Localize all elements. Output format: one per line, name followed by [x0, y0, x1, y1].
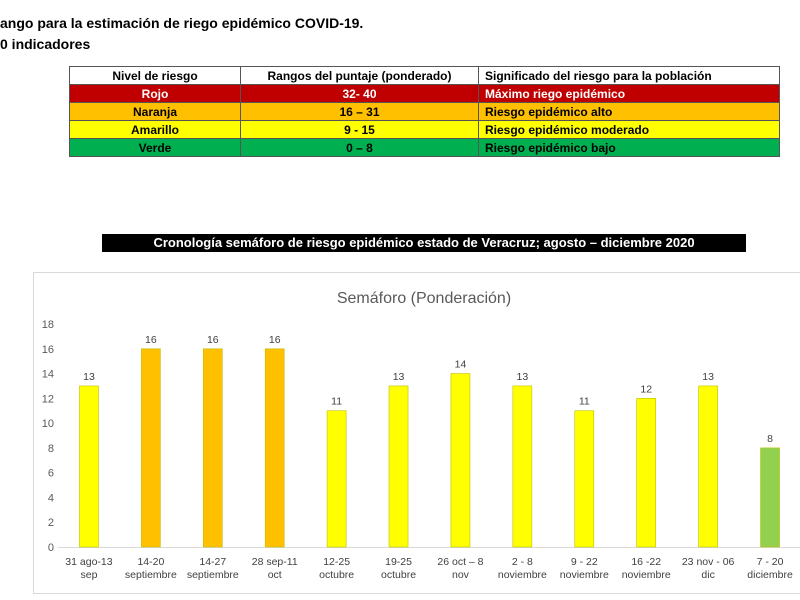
- y-tick-label: 16: [42, 344, 54, 356]
- data-label: 11: [579, 396, 590, 408]
- chart-bar: [636, 398, 657, 548]
- data-label: 12: [640, 383, 652, 395]
- legend-level-cell: Rojo: [69, 84, 241, 103]
- chart-area: Semáforo (Ponderación) 0 2 4 6 8 10 12 14 16 18 13 3…: [33, 272, 800, 594]
- x-tick-label: 26 oct – 8: [437, 556, 483, 568]
- legend-header-row: Nivel de riesgo Rangos del puntaje (pond…: [69, 66, 780, 85]
- x-tick-label: 12-25: [323, 556, 350, 568]
- x-tick-label: octubre: [319, 569, 354, 581]
- chart-bar: [698, 385, 718, 548]
- risk-legend-table: Nivel de riesgo Rangos del puntaje (pond…: [69, 66, 780, 157]
- y-tick-label: 4: [48, 492, 54, 504]
- x-tick-label: 9 - 22: [571, 556, 598, 568]
- data-label: 16: [269, 334, 281, 346]
- legend-level-cell: Amarillo: [69, 120, 241, 139]
- chart-bar: [141, 348, 161, 548]
- legend-row: Naranja 16 – 31 Riesgo epidémico alto: [69, 102, 780, 121]
- data-label: 14: [455, 359, 467, 371]
- y-tick-label: 0: [48, 542, 54, 554]
- x-tick-label: noviembre: [560, 569, 609, 581]
- data-label: 13: [83, 371, 95, 383]
- header-range: Rangos del puntaje (ponderado): [240, 66, 479, 85]
- legend-row: Amarillo 9 - 15 Riesgo epidémico moderado: [69, 120, 780, 139]
- chart-bar: [574, 410, 595, 548]
- bar-chart: Semáforo (Ponderación) 0 2 4 6 8 10 12 14 16 18 13 3…: [42, 290, 800, 581]
- x-tick-label: 23 nov - 06: [682, 556, 735, 568]
- y-tick-label: 12: [42, 393, 54, 405]
- legend-row: Verde 0 – 8 Riesgo epidémico bajo: [69, 138, 780, 157]
- legend-meaning-cell: Riesgo epidémico alto: [478, 102, 780, 121]
- legend-range-cell: 9 - 15: [240, 120, 479, 139]
- data-label: 11: [331, 396, 342, 408]
- chart-bar: [512, 385, 533, 548]
- x-tick-label: 14-20: [137, 556, 164, 568]
- header-meaning: Significado del riesgo para la población: [478, 66, 780, 85]
- chart-bar: [79, 385, 99, 548]
- data-label: 16: [145, 334, 157, 346]
- header-level: Nivel de riesgo: [69, 66, 241, 85]
- y-tick-label: 6: [48, 468, 54, 480]
- data-label: 13: [393, 371, 405, 383]
- data-label: 8: [767, 433, 773, 445]
- x-tick-label: 7 - 20: [757, 556, 784, 568]
- chart-title: Semáforo (Ponderación): [337, 290, 511, 307]
- x-tick-label: dic: [701, 569, 714, 581]
- x-tick-label: 19-25: [385, 556, 412, 568]
- legend-range-cell: 16 – 31: [240, 102, 479, 121]
- y-tick-label: 10: [42, 418, 54, 430]
- data-label: 13: [517, 371, 529, 383]
- chart-bar: [202, 348, 223, 548]
- x-tick-label: 16 -22: [631, 556, 661, 568]
- x-tick-label: noviembre: [622, 569, 671, 581]
- x-tick-label: diciembre: [747, 569, 793, 581]
- legend-level-cell: Naranja: [69, 102, 241, 121]
- y-tick-label: 8: [48, 443, 54, 455]
- x-tick-label: nov: [452, 569, 470, 581]
- y-tick-label: 14: [42, 369, 54, 381]
- x-tick-label: octubre: [381, 569, 416, 581]
- page-subheading: 0 indicadores: [0, 36, 91, 52]
- x-tick-label: 2 - 8: [512, 556, 533, 568]
- x-tick-label: septiembre: [187, 569, 239, 581]
- x-tick-label: noviembre: [498, 569, 547, 581]
- x-tick-label: 31 ago-13: [65, 556, 112, 568]
- legend-range-cell: 0 – 8: [240, 138, 479, 157]
- chart-bar: [450, 373, 471, 548]
- page-heading: ango para la estimación de riego epidémi…: [0, 15, 364, 31]
- data-label: 16: [207, 334, 219, 346]
- x-tick-label: oct: [268, 569, 282, 581]
- chart-bar: [760, 447, 780, 548]
- legend-meaning-cell: Riesgo epidémico moderado: [478, 120, 780, 139]
- x-tick-label: septiembre: [125, 569, 177, 581]
- y-tick-label: 2: [48, 517, 54, 529]
- data-label: 13: [702, 371, 714, 383]
- chart-bar: [388, 385, 409, 548]
- chart-bar: [264, 348, 285, 548]
- chart-banner: Cronología semáforo de riesgo epidémico …: [102, 234, 746, 252]
- legend-level-cell: Verde: [69, 138, 241, 157]
- y-tick-label: 18: [42, 319, 54, 331]
- legend-meaning-cell: Riesgo epidémico bajo: [478, 138, 780, 157]
- legend-range-cell: 32- 40: [240, 84, 479, 103]
- legend-meaning-cell: Máximo riego epidémico: [478, 84, 780, 103]
- x-tick-label: 28 sep-11: [252, 556, 298, 568]
- x-tick-label: sep: [80, 569, 97, 581]
- x-tick-label: 14-27: [199, 556, 226, 568]
- legend-row: Rojo 32- 40 Máximo riego epidémico: [69, 84, 780, 103]
- chart-bar: [326, 410, 347, 548]
